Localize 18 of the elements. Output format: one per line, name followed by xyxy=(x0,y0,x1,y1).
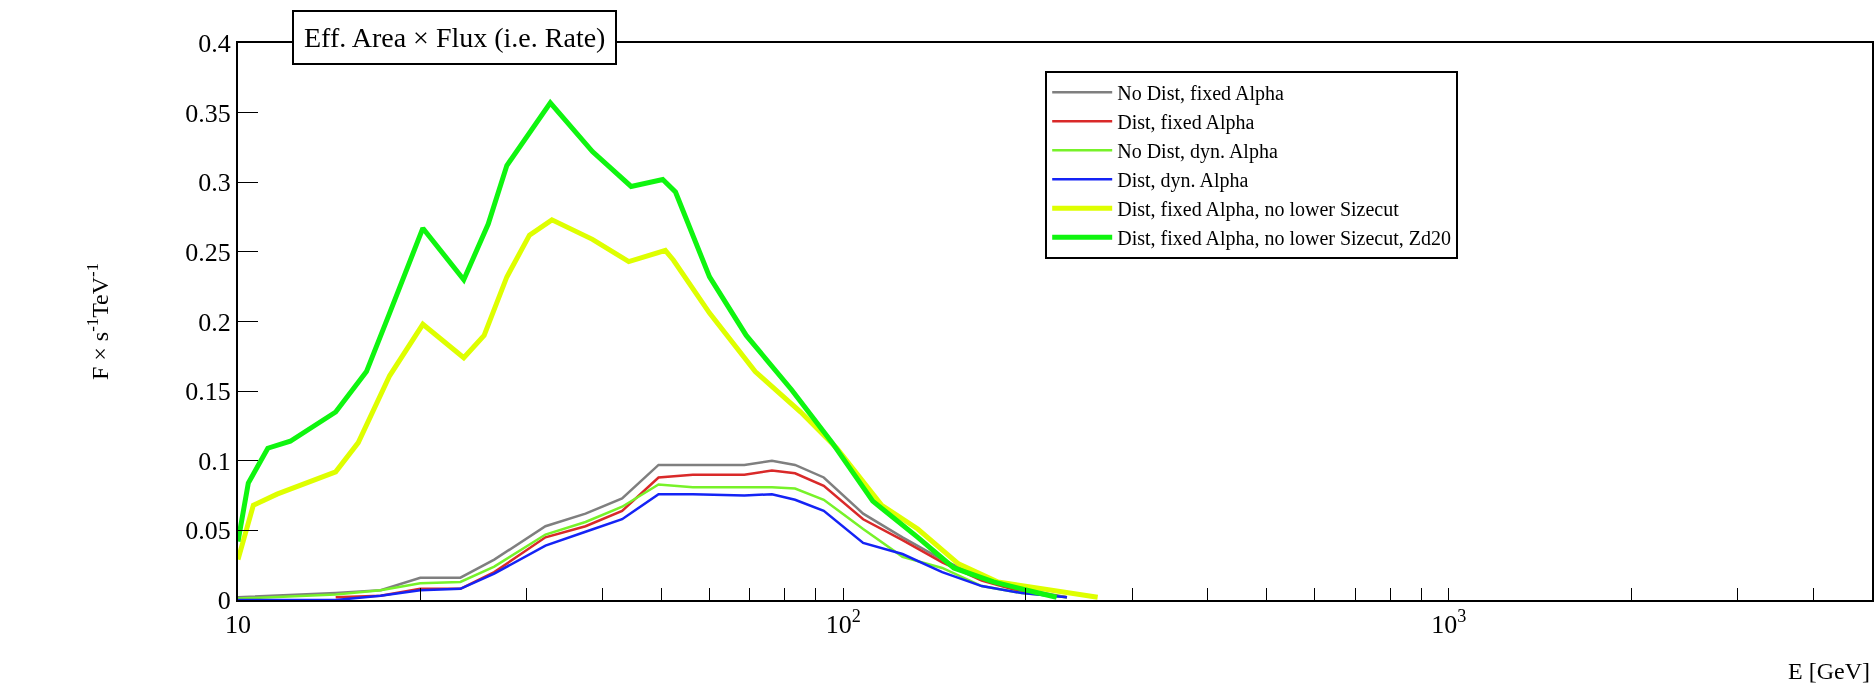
x-tick-label: 10$^{2}$ xyxy=(825,606,861,640)
y-tick-label: 0.35 xyxy=(185,98,231,128)
y-tick-label: 0.3 xyxy=(198,168,231,198)
x-axis-title: E [GeV] xyxy=(1788,658,1870,684)
y-tick-label: 0.15 xyxy=(185,377,231,407)
y-tick-label: 0.1 xyxy=(198,446,231,476)
legend-label: Dist, dyn. Alpha xyxy=(1117,169,1249,193)
legend-label: No Dist, dyn. Alpha xyxy=(1117,140,1278,164)
legend-label: Dist, fixed Alpha, no lower Sizecut, Zd20 xyxy=(1117,227,1452,251)
y-tick-label: 0.2 xyxy=(198,307,231,337)
y-tick-label: 0.4 xyxy=(198,29,231,59)
y-tick-label: 0.25 xyxy=(185,237,231,267)
legend-label: Dist, fixed Alpha, no lower Sizecut xyxy=(1117,198,1400,222)
legend-label: No Dist, fixed Alpha xyxy=(1117,82,1284,106)
legend-label: Dist, fixed Alpha xyxy=(1117,111,1255,135)
x-tick-label: 10$^{3}$ xyxy=(1431,606,1467,640)
chart-title: Eff. Area × Flux (i.e. Rate) xyxy=(304,22,606,53)
y-tick-label: 0.05 xyxy=(185,516,231,546)
